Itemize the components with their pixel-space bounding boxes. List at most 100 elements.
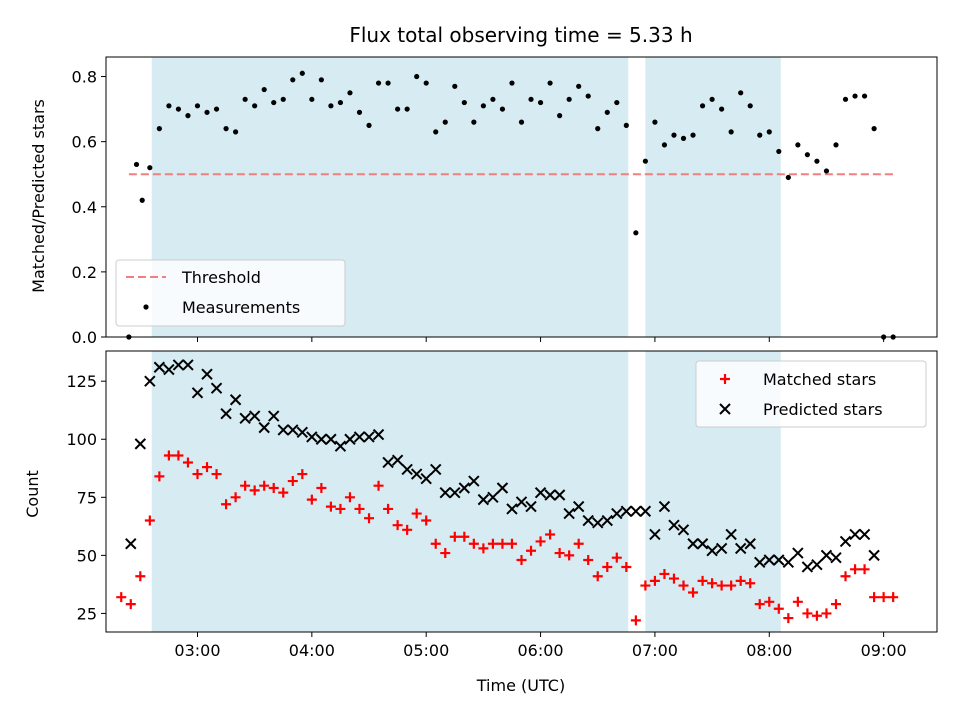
matched-star-point — [297, 469, 308, 480]
y-tick-label: 125 — [66, 372, 97, 391]
predicted-star-point — [592, 517, 604, 529]
measurement-point — [252, 103, 258, 109]
predicted-star-point — [553, 489, 566, 501]
legend: Threshold Measurements — [115, 259, 346, 327]
predicted-star-point — [782, 556, 795, 569]
measurement-point — [623, 122, 629, 128]
measurement-point — [833, 142, 839, 148]
measurement-point — [804, 152, 810, 158]
x-tick-label: 08:00 — [746, 641, 792, 660]
measurement-point — [328, 103, 334, 109]
matched-star-point — [268, 483, 279, 494]
measurement-point — [309, 96, 315, 102]
legend-threshold-label: Threshold — [181, 268, 261, 287]
x-tick-label: 03:00 — [174, 641, 220, 660]
predicted-star-point — [630, 505, 642, 517]
measurement-point — [347, 90, 353, 96]
predicted-star-point — [315, 433, 328, 445]
matched-star-point — [411, 508, 422, 519]
predicted-star-point — [325, 433, 337, 445]
matched-star-point — [287, 476, 298, 487]
predicted-star-point — [687, 538, 699, 550]
matched-star-point — [468, 538, 479, 549]
measurement-point — [747, 103, 753, 109]
y-tick-label: 50 — [77, 546, 97, 565]
predicted-star-point — [563, 507, 575, 520]
measurement-point — [766, 129, 772, 135]
measurement-point — [433, 129, 439, 135]
matched-star-point — [144, 515, 155, 526]
y-tick-label: 0.6 — [72, 133, 97, 152]
predicted-star-point — [410, 468, 423, 480]
predicted-star-point — [811, 558, 823, 571]
predicted-star-point — [239, 412, 251, 425]
predicted-star-point — [677, 524, 690, 536]
measurement-point — [537, 99, 544, 106]
measurement-point — [585, 93, 591, 99]
matched-star-point — [506, 538, 517, 549]
measurement-point — [139, 197, 145, 203]
predicted-star-point — [344, 433, 356, 445]
predicted-star-point — [268, 410, 280, 422]
measurement-point — [595, 126, 601, 132]
matched-star-point — [325, 501, 336, 512]
y-tick-label: 0.4 — [72, 198, 97, 217]
predicted-star-point — [658, 500, 671, 513]
predicted-star-point — [201, 368, 213, 380]
matched-star-point — [249, 485, 260, 496]
matched-star-point — [240, 480, 251, 491]
predicted-star-point — [391, 454, 404, 466]
matched-star-point — [173, 450, 184, 461]
measurement-point — [680, 135, 687, 141]
matched-star-point — [306, 494, 317, 505]
predicted-star-point — [468, 475, 480, 487]
predicted-star-point — [706, 545, 718, 557]
predicted-star-point — [639, 505, 652, 517]
measurement-point — [671, 132, 677, 138]
predicted-star-point — [182, 359, 194, 371]
measurement-point — [614, 99, 620, 106]
legend-box — [115, 259, 346, 327]
y-tick-label: 0.0 — [72, 328, 97, 347]
matched-star-point — [116, 592, 127, 603]
measurement-point — [604, 109, 610, 115]
predicted-star-point — [382, 456, 394, 469]
measurement-point — [366, 122, 372, 128]
predicted-star-point — [144, 375, 156, 387]
matched-star-point — [373, 480, 384, 491]
legend-matched-swatch — [720, 374, 730, 384]
measurement-point — [471, 119, 477, 125]
predicted-star-point — [229, 394, 242, 406]
matched-star-point — [726, 580, 737, 591]
measurement-point — [337, 99, 344, 106]
measurement-point — [375, 80, 382, 86]
predicted-star-point — [334, 440, 347, 452]
predicted-star-point — [401, 463, 413, 476]
matched-star-point — [278, 487, 289, 498]
matched-star-point — [182, 457, 193, 468]
measurement-point — [642, 158, 648, 164]
matched-star-point — [821, 608, 832, 619]
predicted-star-point — [420, 473, 432, 485]
predicted-star-point — [820, 549, 833, 562]
predicted-star-point — [134, 438, 147, 450]
predicted-star-point — [210, 382, 223, 394]
predicted-star-point — [868, 549, 880, 562]
measurement-point — [823, 168, 830, 174]
matched-star-point — [754, 599, 765, 610]
predicted-star-point — [458, 482, 471, 494]
legend-predicted-swatch — [719, 403, 731, 415]
predicted-star-point — [763, 554, 775, 566]
matched-star-point — [421, 515, 432, 526]
matched-star-point — [716, 580, 727, 591]
predicted-star-point — [858, 528, 871, 541]
matched-star-point — [707, 578, 718, 589]
matched-star-point — [592, 571, 603, 582]
predicted-star-point — [248, 410, 261, 422]
measurement-point — [699, 103, 706, 109]
legend-predicted-label: Predicted stars — [763, 400, 883, 419]
matched-star-point — [830, 599, 841, 610]
measurement-point — [175, 106, 182, 112]
matched-star-point — [630, 615, 641, 626]
measurement-point — [852, 93, 858, 99]
